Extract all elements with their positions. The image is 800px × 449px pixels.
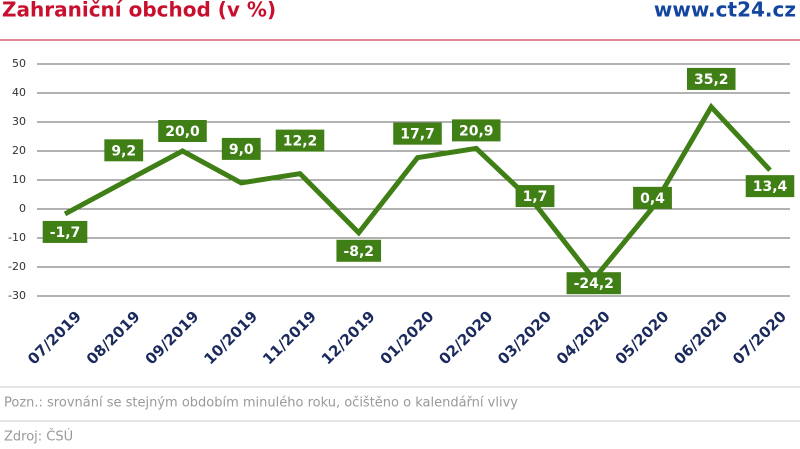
- value-label-box: [686, 67, 736, 90]
- value-label-text: -24,2: [574, 276, 614, 292]
- value-label: -8,2: [336, 239, 382, 262]
- x-tick-label: 07/2019: [24, 307, 85, 368]
- y-tick-label: -20: [8, 260, 26, 273]
- x-tick-label: 04/2020: [553, 307, 614, 368]
- value-label: 20,9: [451, 119, 501, 142]
- value-label-text: 1,7: [523, 189, 548, 205]
- value-label-text: 13,4: [753, 179, 788, 195]
- value-label-text: 9,2: [111, 143, 136, 159]
- x-tick-label: 10/2019: [200, 307, 261, 368]
- value-label-text: 17,7: [400, 127, 435, 143]
- y-tick-label: 0: [19, 202, 26, 215]
- value-label-box: [275, 129, 325, 152]
- x-tick-label: 05/2020: [612, 307, 673, 368]
- value-label-box: [104, 139, 144, 162]
- value-label: 9,0: [221, 137, 261, 160]
- value-label-text: 9,0: [229, 142, 254, 158]
- value-label: 17,7: [393, 122, 442, 145]
- value-label-box: [515, 185, 555, 208]
- x-tick-label: 01/2020: [377, 307, 438, 368]
- value-label-text: -8,2: [343, 244, 374, 260]
- y-tick-label: 50: [12, 57, 26, 70]
- value-label-box: [566, 272, 621, 295]
- value-label-text: 0,4: [640, 191, 665, 207]
- value-label-text: 35,2: [694, 72, 729, 88]
- value-label: 1,7: [515, 185, 555, 208]
- note: Pozn.: srovnání se stejným obdobím minul…: [4, 396, 518, 411]
- source: Zdroj: ČSÚ: [4, 429, 73, 445]
- y-tick-label: -30: [8, 289, 26, 302]
- value-label: -1,7: [42, 220, 88, 243]
- x-tick-label: 02/2020: [435, 307, 496, 368]
- value-label-text: 20,9: [459, 123, 494, 139]
- value-label-text: 12,2: [283, 134, 318, 150]
- chart-title: Zahraniční obchod (v %): [2, 0, 276, 22]
- x-tick-label: 08/2019: [83, 307, 144, 368]
- site-link: www.ct24.cz: [654, 0, 796, 22]
- x-tick-label: 06/2020: [670, 307, 731, 368]
- x-tick-label: 09/2019: [142, 307, 203, 368]
- y-tick-label: 10: [12, 173, 26, 186]
- x-tick-label: 12/2019: [318, 307, 379, 368]
- value-label: -24,2: [566, 272, 621, 295]
- value-label: 13,4: [745, 175, 795, 198]
- x-tick-label: 11/2019: [259, 307, 320, 368]
- value-label-box: [745, 175, 795, 198]
- y-tick-label: 20: [12, 144, 26, 157]
- value-label: 0,4: [633, 186, 672, 209]
- value-label-box: [336, 239, 382, 262]
- value-label-box: [42, 220, 88, 243]
- value-label: 9,2: [104, 139, 144, 162]
- y-tick-label: -10: [8, 231, 26, 244]
- value-label-box: [633, 186, 672, 209]
- value-label-text: 20,0: [165, 124, 200, 140]
- value-label-box: [158, 120, 207, 142]
- value-label: 12,2: [275, 129, 325, 152]
- x-tick-label: 07/2020: [729, 307, 790, 368]
- x-tick-label: 03/2020: [494, 307, 555, 368]
- value-label: 35,2: [686, 67, 736, 90]
- y-tick-label: 30: [12, 115, 26, 128]
- value-label-box: [393, 122, 442, 145]
- value-label-box: [221, 137, 261, 160]
- value-label-text: -1,7: [50, 225, 81, 241]
- value-label-box: [451, 119, 501, 142]
- y-tick-label: 40: [12, 86, 26, 99]
- value-label: 20,0: [158, 120, 207, 142]
